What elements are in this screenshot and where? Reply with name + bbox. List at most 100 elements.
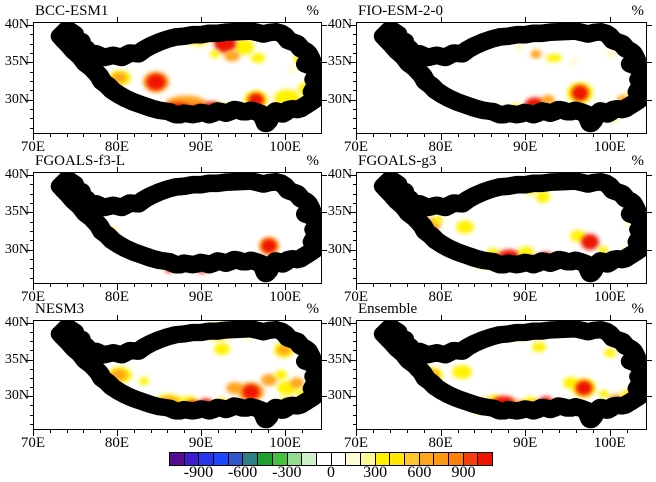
x-minor-tick [372, 134, 374, 137]
y-minor-tick [353, 52, 356, 54]
x-minor-tick [133, 134, 135, 137]
map-panel: FIO-ESM-2-0 % 70E 80E 90E 100E 40N 35N 30N [328, 3, 652, 155]
map-plot-area [356, 172, 647, 284]
x-major-tick [525, 134, 527, 140]
x-major-tick-top [609, 167, 611, 172]
x-minor-tick [406, 284, 408, 287]
x-minor-tick [474, 430, 476, 433]
x-major-tick [609, 134, 611, 140]
y-major-tick [350, 396, 356, 398]
x-major-tick [33, 430, 34, 436]
y-minor-tick [353, 80, 356, 82]
hotspot [111, 72, 127, 84]
unit-label: % [306, 301, 320, 317]
y-axis-label: 40N [4, 166, 29, 182]
tibetan-plateau-outline [34, 173, 321, 283]
y-major-tick [350, 359, 356, 361]
x-minor-tick [133, 284, 135, 287]
y-axis-label: 35N [4, 351, 29, 367]
x-minor-tick [491, 284, 493, 287]
x-minor-tick [100, 284, 102, 287]
x-minor-tick [234, 284, 236, 287]
x-major-tick [525, 430, 527, 436]
hotspot [530, 49, 542, 59]
hotspot [261, 238, 277, 253]
x-minor-tick [83, 430, 85, 433]
x-minor-tick [150, 430, 152, 433]
y-axis-label: 30N [327, 91, 352, 107]
hotspot [289, 377, 304, 389]
y-minor-tick [353, 71, 356, 73]
hotspot [213, 343, 230, 356]
x-axis-label: 100E [269, 289, 301, 305]
x-minor-tick [251, 430, 253, 433]
x-minor-tick [423, 284, 425, 287]
y-minor-tick [353, 423, 356, 425]
x-minor-tick [626, 430, 628, 433]
y-minor-tick [353, 202, 356, 204]
colorbar-segment [199, 453, 215, 465]
x-minor-tick [626, 284, 628, 287]
y-minor-tick [353, 230, 356, 232]
y-minor-tick [353, 127, 356, 129]
x-major-tick [117, 134, 118, 140]
x-major-tick [201, 134, 203, 140]
panel-title: FIO-ESM-2-0 [358, 3, 443, 19]
x-major-tick-top [117, 167, 118, 172]
y-major-tick-right [647, 249, 652, 251]
y-axis-label: 30N [4, 241, 29, 257]
x-minor-tick [301, 134, 303, 137]
colorbar-segment [287, 453, 303, 465]
x-major-tick-top [117, 17, 118, 22]
x-major-tick [117, 430, 118, 436]
y-minor-tick [353, 350, 356, 352]
y-major-tick-right [322, 99, 327, 101]
x-major-tick [356, 430, 357, 436]
x-minor-tick [474, 134, 476, 137]
x-minor-tick [491, 430, 493, 433]
map-plot-area [33, 22, 322, 134]
colorbar-segment [170, 453, 185, 465]
x-minor-tick [217, 430, 219, 433]
x-minor-tick [100, 134, 102, 137]
hotspot [599, 390, 610, 399]
x-axis-label: 90E [513, 139, 538, 155]
x-minor-tick [167, 284, 169, 287]
tibetan-plateau-outline [34, 23, 321, 133]
x-major-tick [33, 134, 34, 140]
x-axis-label: 100E [269, 435, 301, 451]
x-minor-tick [234, 134, 236, 137]
x-major-tick-top [117, 315, 118, 320]
y-axis-label: 40N [327, 166, 352, 182]
x-minor-tick [457, 134, 459, 137]
y-minor-tick [30, 80, 33, 82]
map-panel: FGOALS-f3-L % 70E 80E 90E 100E 40N 35N 30N [5, 153, 327, 305]
x-minor-tick [406, 430, 408, 433]
tibetan-plateau-outline [357, 173, 646, 283]
x-axis-label: 100E [593, 435, 626, 451]
y-minor-tick [353, 108, 356, 110]
y-major-tick-right [647, 99, 652, 101]
y-major-tick [27, 99, 33, 101]
x-major-tick-top [440, 315, 442, 320]
y-minor-tick [30, 341, 33, 343]
hotspot [224, 50, 241, 62]
x-minor-tick [389, 284, 391, 287]
x-minor-tick [251, 134, 253, 137]
x-axis-label: 70E [20, 289, 46, 305]
colorbar-label: 600 [407, 464, 432, 481]
x-axis-label: 70E [343, 289, 369, 305]
hotspot [139, 377, 150, 386]
x-axis-label: 100E [593, 139, 626, 155]
panel-title: FGOALS-f3-L [35, 153, 125, 169]
x-major-tick-top [609, 315, 611, 320]
colorbar-segment [214, 453, 229, 465]
panel-title: NESM3 [35, 301, 85, 317]
x-axis-label: 90E [188, 289, 214, 305]
map-panel: BCC-ESM1 % 70E 80E 90E 100E 40N 35N 30N [5, 3, 327, 155]
y-minor-tick [30, 193, 33, 195]
hotspot [261, 374, 278, 387]
y-minor-tick [30, 423, 33, 425]
y-major-tick [350, 99, 356, 101]
x-minor-tick [234, 430, 236, 433]
